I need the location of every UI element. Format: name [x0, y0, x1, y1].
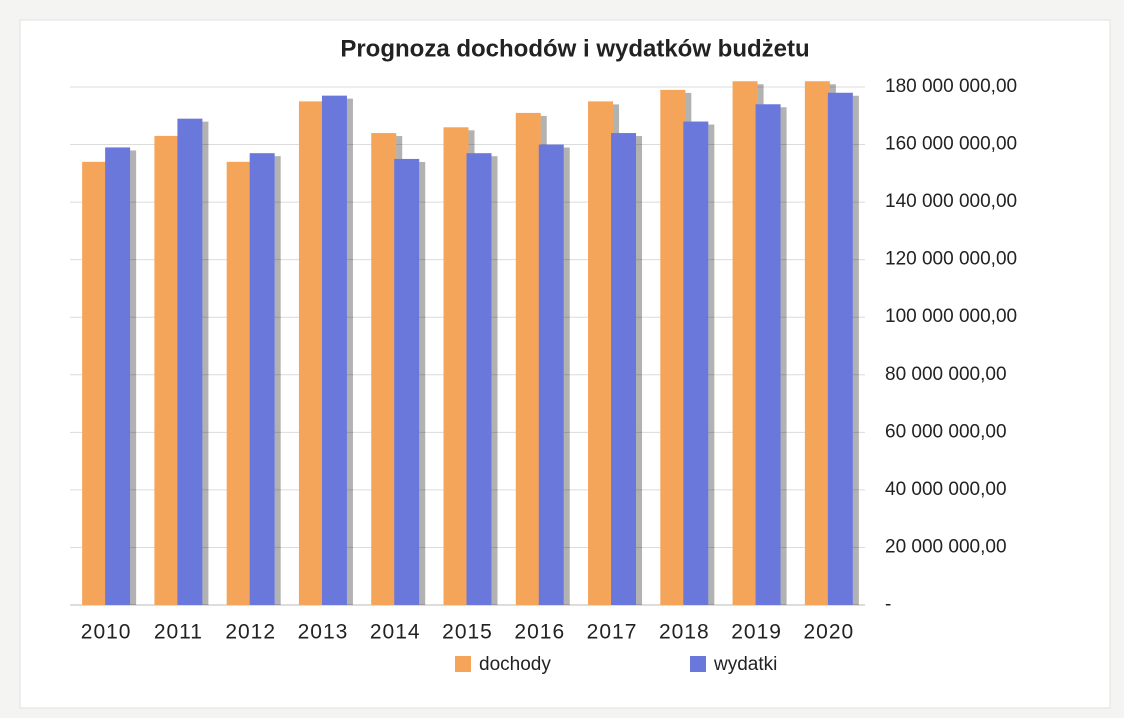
x-tick-label: 2017: [587, 621, 638, 644]
y-tick-label: 20 000 000,00: [885, 536, 1007, 557]
legend-label: dochody: [479, 654, 551, 675]
bars: [82, 81, 859, 606]
bar-side: [419, 161, 426, 605]
bar: [82, 161, 108, 606]
bar-side: [130, 150, 137, 605]
y-tick-label: 80 000 000,00: [885, 364, 1007, 385]
x-tick-label: 2016: [514, 621, 565, 644]
bar-side: [274, 156, 281, 605]
legend-swatch: [455, 656, 471, 672]
legend-swatch: [690, 656, 706, 672]
bar: [105, 147, 131, 605]
bar-side: [346, 98, 353, 605]
legend-label: wydatki: [713, 654, 777, 675]
bar: [249, 153, 275, 605]
y-tick-label: 140 000 000,00: [885, 191, 1017, 212]
bar: [226, 161, 252, 606]
bar: [443, 127, 469, 606]
bar-side: [780, 107, 787, 606]
bar: [588, 101, 614, 605]
bar: [804, 81, 830, 605]
x-tick-label: 2020: [804, 621, 855, 644]
y-tick-label: 100 000 000,00: [885, 306, 1017, 327]
x-tick-label: 2014: [370, 621, 421, 644]
bar: [321, 95, 347, 605]
bar-side: [708, 124, 715, 606]
bar: [827, 92, 853, 605]
y-tick-label: 160 000 000,00: [885, 134, 1017, 155]
x-tick-label: 2013: [298, 621, 349, 644]
bar-side: [852, 95, 859, 605]
y-tick-label: 180 000 000,00: [885, 76, 1017, 97]
bar: [177, 118, 203, 606]
x-tick-label: 2011: [154, 621, 203, 644]
bar-side: [563, 147, 570, 606]
y-tick-label: 60 000 000,00: [885, 421, 1007, 442]
bar-side: [202, 121, 209, 606]
bar: [298, 101, 324, 605]
x-tick-label: 2018: [659, 621, 710, 644]
bar-side: [636, 136, 643, 606]
x-tick-label: 2015: [442, 621, 493, 644]
y-tick-label: 120 000 000,00: [885, 249, 1017, 270]
x-tick-label: 2019: [731, 621, 782, 644]
y-tick-label: -: [885, 594, 891, 615]
bar: [394, 158, 420, 605]
bar-side: [491, 156, 498, 605]
bar: [538, 144, 564, 606]
bar: [611, 133, 637, 606]
bar: [466, 153, 492, 605]
bar: [660, 89, 686, 605]
chart-title: Prognoza dochodów i wydatków budżetu: [340, 35, 809, 62]
bar: [732, 81, 758, 605]
bar: [371, 133, 397, 606]
x-tick-label: 2010: [81, 621, 132, 644]
bar: [755, 104, 781, 606]
bar: [683, 121, 709, 606]
bar: [515, 112, 541, 606]
y-tick-label: 40 000 000,00: [885, 479, 1007, 500]
bar: [154, 135, 180, 605]
x-tick-label: 2012: [225, 621, 276, 644]
